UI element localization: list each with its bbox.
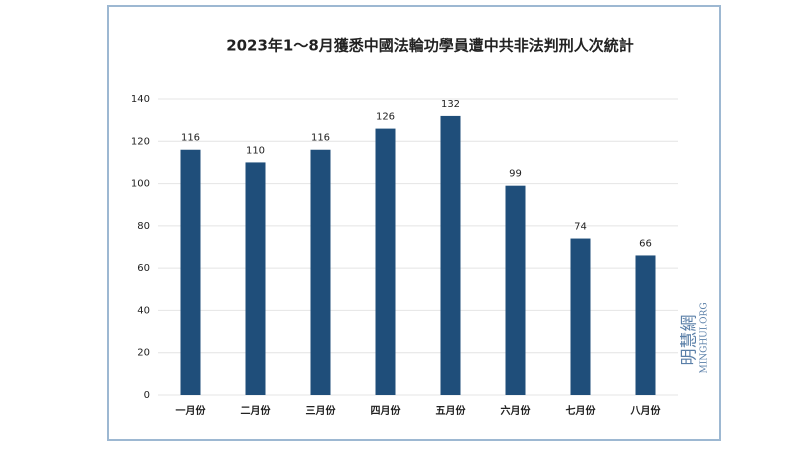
value-label: 74	[574, 222, 587, 233]
x-tick-label: 四月份	[371, 404, 402, 417]
y-tick-label: 0	[144, 390, 150, 401]
watermark-url: MINGHUI.ORG	[700, 302, 710, 373]
y-tick-label: 80	[137, 221, 150, 232]
y-tick-label: 40	[137, 305, 150, 316]
bar	[570, 238, 591, 395]
y-tick-label: 140	[131, 94, 150, 105]
value-label: 126	[376, 112, 395, 123]
x-tick-label: 一月份	[176, 404, 207, 417]
bar	[245, 162, 266, 395]
x-tick-label: 六月份	[501, 404, 532, 417]
value-label: 110	[246, 145, 265, 156]
x-tick-label: 八月份	[630, 404, 662, 417]
watermark: 明慧網	[680, 315, 700, 366]
bar	[635, 255, 656, 395]
bar	[180, 149, 201, 395]
y-tick-label: 100	[131, 179, 150, 190]
value-label: 116	[311, 133, 330, 144]
value-label: 66	[639, 238, 652, 249]
bar	[310, 149, 331, 395]
x-tick-label: 五月份	[436, 404, 467, 417]
value-label: 116	[181, 133, 200, 144]
y-tick-label: 20	[137, 348, 150, 359]
y-tick-label: 60	[137, 263, 150, 274]
frame	[107, 5, 721, 441]
value-label: 132	[441, 99, 460, 110]
bar	[375, 128, 396, 395]
x-tick-label: 二月份	[241, 404, 272, 417]
x-tick-label: 三月份	[306, 404, 337, 417]
value-label: 99	[509, 169, 522, 180]
chart-title: 2023年1～8月獲悉中國法輪功學員遭中共非法判刑人次統計	[226, 37, 634, 55]
bar	[505, 185, 526, 395]
y-tick-label: 120	[131, 136, 150, 147]
bar	[440, 115, 461, 396]
x-tick-label: 七月份	[566, 404, 597, 417]
